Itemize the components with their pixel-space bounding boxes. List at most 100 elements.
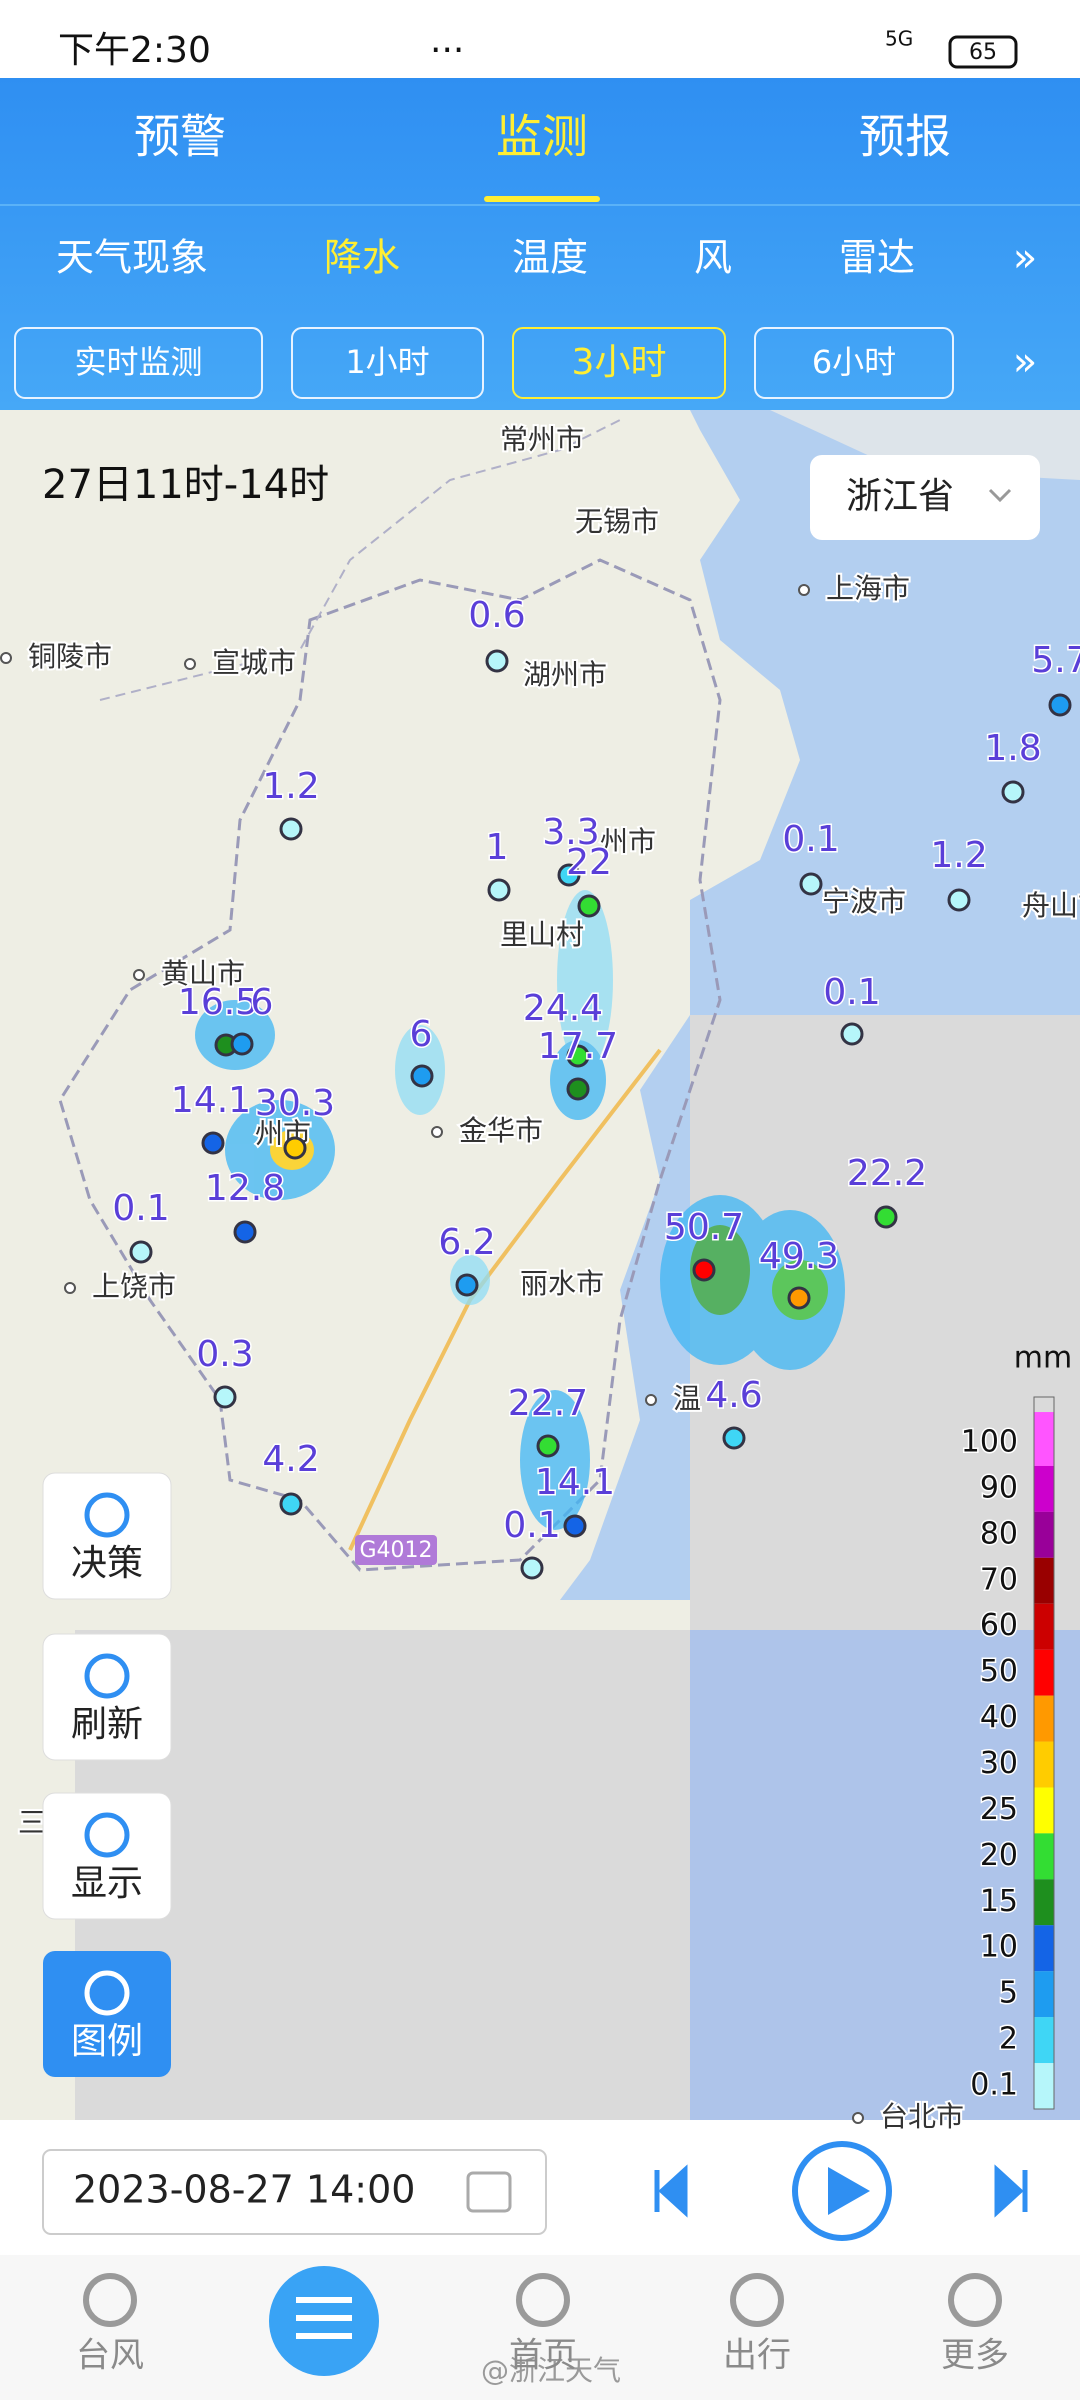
side-button-label[interactable]: 图例: [71, 2021, 143, 2062]
map-sea: [690, 1630, 1080, 2120]
legend-swatch: [1034, 1511, 1054, 1558]
time-tab[interactable]: [14, 327, 263, 399]
city-label: 台北市: [880, 2100, 964, 2133]
city-label: 金华市: [459, 1114, 543, 1147]
tab[interactable]: 预警: [134, 110, 226, 164]
city-label: 常州市: [500, 423, 584, 456]
side-button-label[interactable]: 决策: [71, 1543, 143, 1584]
tab[interactable]: 监测: [496, 110, 588, 164]
tab[interactable]: 预报: [859, 110, 951, 164]
nav-label[interactable]: 台风: [76, 2336, 144, 2376]
more-arrow[interactable]: »: [1013, 339, 1037, 385]
border: [99, 419, 621, 701]
legend-label: 0.1: [970, 2068, 1018, 2103]
play-button[interactable]: [792, 2141, 892, 2241]
nav-center-icon: [296, 2297, 352, 2339]
watermark: @浙江天气: [481, 2354, 621, 2387]
legend-frame: [1033, 1396, 1055, 2110]
status-more: ···: [430, 30, 464, 71]
city-label: 宁波市: [822, 885, 906, 918]
map-nodata: [75, 1630, 690, 2120]
station-value: 14.1: [535, 1462, 615, 1503]
city-label: 黄山市: [161, 957, 245, 990]
city-label: 铜陵市: [28, 640, 112, 673]
date-box[interactable]: [42, 2149, 547, 2235]
province-selector[interactable]: [810, 455, 1040, 540]
station-dot: [279, 1492, 303, 1516]
nav-label[interactable]: 出行: [723, 2336, 791, 2376]
legend-swatch: [1034, 2063, 1054, 2109]
time-tab[interactable]: [512, 327, 726, 399]
side-button-label[interactable]: 刷新: [71, 1704, 143, 1745]
legend-swatch: [1034, 1787, 1054, 1834]
station-dot: [577, 894, 601, 918]
legend-swatch: [1034, 1879, 1054, 1926]
sub-tab[interactable]: 雷达: [839, 236, 915, 280]
legend-label: 60: [980, 1608, 1018, 1643]
next-button[interactable]: [994, 2164, 1028, 2218]
legend-label: 15: [980, 1884, 1018, 1919]
station-value: 49.3: [759, 1236, 839, 1277]
station-value: 6: [251, 982, 274, 1023]
province-name[interactable]: 浙江省: [846, 476, 954, 517]
battery-level: 65: [969, 40, 997, 65]
sub-tab[interactable]: 降水: [324, 236, 400, 280]
station-value: 4.6: [705, 1375, 762, 1416]
station-dot: [233, 1220, 257, 1244]
station-dot: [1001, 780, 1025, 804]
city-label: 宣城市: [212, 646, 296, 679]
city-dot: [798, 584, 810, 596]
map-sea: [690, 410, 1080, 1015]
time-tab[interactable]: [291, 327, 484, 399]
header: [0, 78, 1080, 410]
status-bar: [0, 0, 1080, 78]
prev-button[interactable]: [654, 2164, 688, 2218]
sub-tab[interactable]: 风: [694, 236, 732, 280]
station-dot: [557, 863, 581, 887]
station-dot: [787, 1286, 811, 1310]
time-tab-label[interactable]: 实时监测: [74, 343, 202, 381]
dropdown-arrow: [988, 488, 1012, 503]
road-label: G4012: [359, 1538, 432, 1563]
station-value: 4.2: [262, 1439, 319, 1480]
legend-label: 25: [980, 1792, 1018, 1827]
legend-label: 20: [980, 1838, 1018, 1873]
calendar-icon[interactable]: [466, 2171, 512, 2213]
side-button-label[interactable]: 显示: [71, 1863, 143, 1904]
datetime[interactable]: 2023-08-27 14:00: [73, 2168, 415, 2212]
station-value: 6.2: [438, 1222, 495, 1263]
time-tab[interactable]: [754, 327, 954, 399]
time-tab-label[interactable]: 6小时: [812, 343, 896, 381]
station-dot: [840, 1022, 864, 1046]
more-arrow[interactable]: »: [1013, 235, 1037, 281]
station-value: 24.4: [523, 988, 603, 1029]
sub-tab[interactable]: 温度: [512, 236, 588, 280]
side-button-icon: [84, 1970, 130, 2016]
nav-label[interactable]: 首页: [509, 2336, 577, 2376]
city-dot: [431, 1126, 443, 1138]
station-dot: [722, 1426, 746, 1450]
station-dot: [129, 1240, 153, 1264]
legend-swatch: [1034, 1603, 1054, 1650]
sub-tab[interactable]: 天气现象: [56, 236, 208, 280]
station-value: 1.8: [984, 728, 1041, 769]
legend-swatch: [1034, 1465, 1054, 1512]
legend-label: 80: [980, 1516, 1018, 1551]
station-dot: [230, 1032, 254, 1056]
tab-indicator: [484, 196, 600, 202]
legend-label: 30: [980, 1746, 1018, 1781]
nav-icon: [948, 2273, 1002, 2327]
station-value: 1.2: [930, 835, 987, 876]
station-value: 22.7: [508, 1383, 588, 1424]
map: [0, 410, 1080, 2120]
nav-label[interactable]: 更多: [941, 2336, 1009, 2376]
time-tab-label[interactable]: 3小时: [572, 342, 667, 383]
legend-swatch: [1034, 1925, 1054, 1972]
status-network: 5G: [885, 27, 913, 51]
time-tab-label[interactable]: 1小时: [345, 343, 429, 381]
station-dot: [455, 1273, 479, 1297]
station-dot: [487, 878, 511, 902]
period: 27日11时-14时: [42, 462, 329, 508]
station-dot: [536, 1434, 560, 1458]
